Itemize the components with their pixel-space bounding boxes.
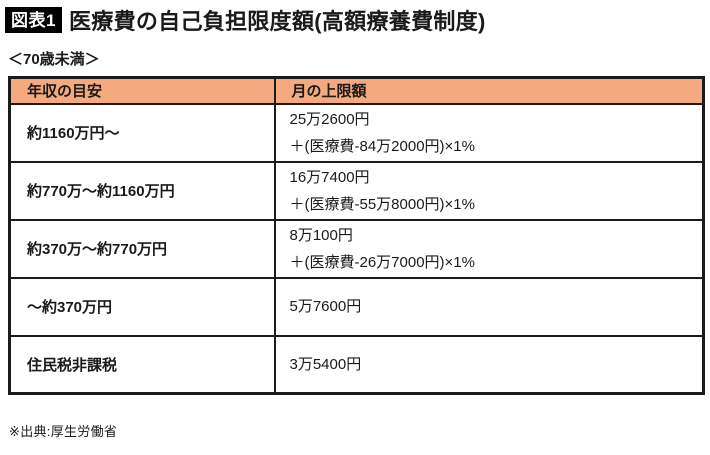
limit-cell: 3万5400円 — [273, 334, 705, 395]
table-row: 約1160万円～ 25万2600円 ＋(医療費-84万2000円)×1% — [8, 102, 705, 163]
limit-cell: 8万100円 ＋(医療費-26万7000円)×1% — [273, 218, 705, 279]
table-row: ～約370万円 5万7600円 — [8, 276, 705, 337]
limit-cell: 5万7600円 — [273, 276, 705, 337]
limit-amount: 16万7400円 — [289, 168, 370, 186]
col-header-limit: 月の上限額 — [273, 76, 705, 105]
col-header-income: 年収の目安 — [8, 76, 276, 105]
table-row: 約770万～約1160万円 16万7400円 ＋(医療費-55万8000円)×1… — [8, 160, 705, 221]
limit-formula: ＋(医療費-55万8000円)×1% — [289, 195, 475, 213]
source-note: ※出典:厚生労働省 — [9, 424, 118, 439]
age-group-label: ＜70歳未満＞ — [8, 51, 100, 68]
income-cell: 約770万～約1160万円 — [8, 160, 276, 221]
limit-amount: 5万7600円 — [289, 298, 362, 315]
figure-number-badge: 図表1 — [5, 7, 62, 33]
limit-cell: 16万7400円 ＋(医療費-55万8000円)×1% — [273, 160, 705, 221]
medical-expense-limits-table: 年収の目安 月の上限額 約1160万円～ 25万2600円 ＋(医療費-84万2… — [8, 76, 705, 395]
limit-formula: ＋(医療費-84万2000円)×1% — [289, 137, 475, 155]
income-cell: 住民税非課税 — [8, 334, 276, 395]
income-cell: 約1160万円～ — [8, 102, 276, 163]
limit-amount: 3万5400円 — [289, 355, 362, 373]
income-cell: 約370万～約770万円 — [8, 218, 276, 279]
figure-title: 医療費の自己負担限度額(高額療養費制度) — [68, 9, 486, 34]
limit-amount: 25万2600円 — [289, 110, 370, 128]
income-cell: ～約370万円 — [8, 276, 276, 337]
table-row: 住民税非課税 3万5400円 — [8, 334, 705, 395]
limit-cell: 25万2600円 ＋(医療費-84万2000円)×1% — [273, 102, 705, 163]
limit-amount: 8万100円 — [289, 226, 353, 244]
limit-formula: ＋(医療費-26万7000円)×1% — [289, 253, 475, 271]
table-header-row: 年収の目安 月の上限額 — [8, 76, 705, 105]
table-row: 約370万～約770万円 8万100円 ＋(医療費-26万7000円)×1% — [8, 218, 705, 279]
figure-header: 図表1 医療費の自己負担限度額(高額療養費制度) — [5, 4, 486, 36]
